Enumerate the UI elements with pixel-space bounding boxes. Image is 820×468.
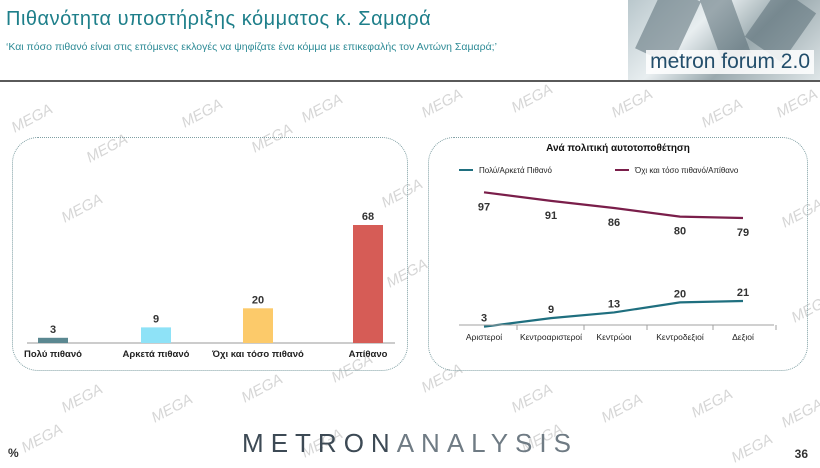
watermark-text: MEGA: [148, 390, 196, 427]
point-value-label: 20: [674, 288, 686, 300]
slide-title: Πιθανότητα υποστήριξης κόμματος κ. Σαμαρ…: [6, 8, 432, 30]
header-divider: [0, 80, 820, 82]
bar-category-label: Πολύ πιθανό: [24, 349, 82, 360]
metron-analysis-brand: METRONANALYSIS: [230, 428, 590, 459]
point-value-label: 79: [737, 227, 749, 239]
bar-value-label: 68: [362, 211, 374, 223]
watermark-text: MEGA: [238, 370, 286, 407]
point-value-label: 86: [608, 217, 620, 229]
bar: [243, 308, 273, 343]
x-tick-label: Αριστεροί: [466, 332, 502, 342]
bar: [141, 327, 171, 343]
slide-subtitle: ‘Και πόσο πιθανό είναι στις επόμενες εκλ…: [6, 41, 497, 53]
watermark-text: MEGA: [598, 390, 646, 427]
x-tick-label: Δεξιοί: [732, 332, 754, 342]
legend-label: Πολύ/Αρκετά Πιθανό: [479, 166, 552, 175]
point-value-label: 9: [548, 304, 554, 316]
bar-chart: 3 9 20 68: [27, 211, 395, 344]
watermark-text: MEGA: [508, 80, 556, 117]
x-tick-label: Κεντροδεξιοί: [656, 332, 704, 342]
watermark-text: MEGA: [773, 85, 820, 122]
bar-chart-panel: 3 9 20 68 Πολύ πιθανό Αρκετά πιθανό Όχι και τ…: [12, 137, 408, 371]
brand-left: METRON: [242, 428, 397, 458]
watermark-text: MEGA: [298, 90, 346, 127]
percent-sign: %: [8, 446, 19, 460]
legend-label: Όχι και τόσο πιθανό/Απίθανο: [634, 166, 739, 175]
line-chart-panel: Ανά πολιτική αυτοτοποθέτηση Πολύ/Αρκετά Π…: [428, 137, 808, 371]
point-value-label: 80: [674, 226, 686, 238]
metron-forum-logo: metron forum 2.0: [628, 0, 820, 80]
watermark-text: MEGA: [698, 95, 746, 132]
watermark-text: MEGA: [58, 380, 106, 417]
watermark-text: MEGA: [688, 385, 736, 422]
page-number: 36: [794, 447, 808, 461]
watermark-text: MEGA: [418, 85, 466, 122]
watermark-text: MEGA: [8, 100, 56, 137]
watermark-text: MEGA: [18, 420, 66, 457]
watermark-text: MEGA: [508, 380, 556, 417]
point-value-label: 3: [481, 313, 487, 325]
series-line: [483, 191, 744, 220]
watermark-text: MEGA: [778, 395, 820, 432]
bar: [38, 337, 68, 343]
point-value-label: 13: [608, 298, 620, 310]
bar-value-label: 20: [252, 294, 264, 306]
bar-value-label: 9: [153, 313, 159, 325]
slide-header: Πιθανότητα υποστήριξης κόμματος κ. Σαμαρ…: [0, 0, 820, 80]
bar: [353, 225, 383, 343]
brand-right: ANALYSIS: [396, 428, 578, 458]
line-chart: Ανά πολιτική αυτοτοποθέτηση Πολύ/Αρκετά Π…: [459, 143, 777, 342]
watermark-text: MEGA: [728, 430, 776, 467]
point-value-label: 97: [478, 201, 490, 213]
bar-value-label: 3: [50, 324, 56, 336]
watermark-text: MEGA: [608, 85, 656, 122]
point-value-label: 21: [737, 287, 749, 299]
bar-category-label: Όχι και τόσο πιθανό: [212, 349, 304, 360]
logo-text: metron forum 2.0: [646, 50, 814, 74]
line-chart-title: Ανά πολιτική αυτοτοποθέτηση: [546, 143, 690, 154]
watermark-text: MEGA: [178, 95, 226, 132]
x-tick-label: Κεντροαριστεροί: [520, 332, 582, 342]
bar-category-label: Απίθανο: [348, 349, 388, 360]
bar-category-label: Αρκετά πιθανό: [122, 349, 190, 360]
x-tick-label: Κεντρώοι: [596, 332, 631, 342]
point-value-label: 91: [545, 210, 557, 222]
series-line: [483, 299, 744, 328]
